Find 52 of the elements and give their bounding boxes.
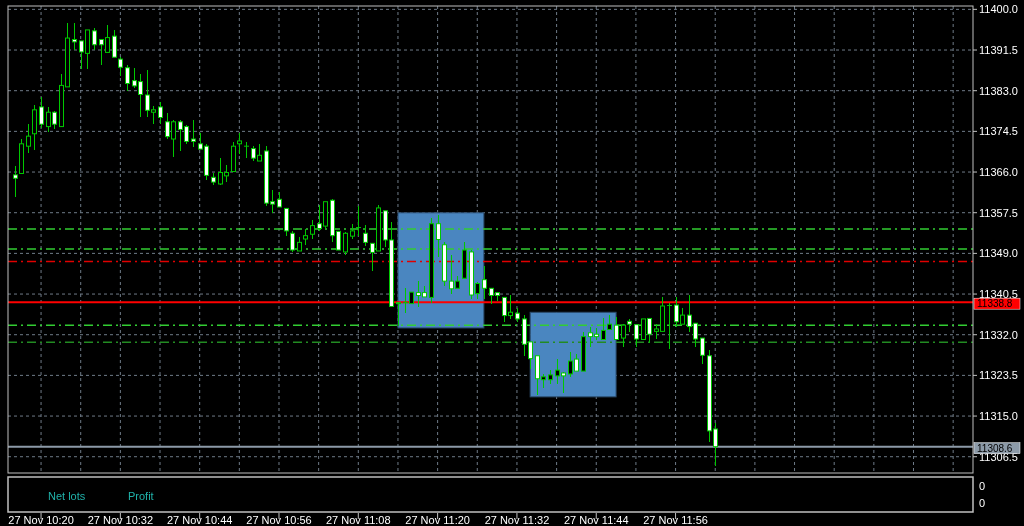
candlestick <box>237 132 242 155</box>
candlestick <box>39 96 44 129</box>
x-tick-label: 27 Nov 11:56 <box>643 514 708 526</box>
candlestick <box>290 230 295 253</box>
y-tick-label: 11349.0 <box>979 247 1018 260</box>
candlestick <box>343 231 348 256</box>
x-tick-label: 27 Nov 11:44 <box>563 514 629 526</box>
y-tick-label: 11366.0 <box>979 165 1018 178</box>
candlestick <box>601 317 606 340</box>
candlestick <box>13 165 18 198</box>
text: 0 <box>979 480 986 492</box>
candlestick <box>72 22 77 51</box>
candlestick <box>32 104 37 151</box>
x-tick-label: 27 Nov 10:44 <box>166 514 233 526</box>
x-tick-label: 27 Nov 10:56 <box>246 514 312 526</box>
candlestick <box>125 64 130 92</box>
candlestick <box>26 123 31 154</box>
candlestick <box>634 324 639 348</box>
candlestick <box>436 214 441 258</box>
y-tick-label: 11400.0 <box>979 3 1018 16</box>
text: Net lots <box>48 490 86 502</box>
y-tick-label: 11340.5 <box>979 287 1018 300</box>
candlestick <box>355 205 362 237</box>
candlestick <box>700 337 705 365</box>
candlestick <box>118 56 123 77</box>
y-tick-label: 11391.5 <box>979 43 1018 56</box>
candlestick <box>363 224 368 247</box>
text: 0 <box>979 497 986 509</box>
candlestick <box>396 302 401 327</box>
y-tick-label: 11332.0 <box>979 328 1018 341</box>
x-tick-label: 27 Nov 10:20 <box>8 514 74 526</box>
x-tick-label: 27 Nov 11:08 <box>326 514 391 526</box>
candlestick <box>112 29 117 58</box>
y-tick-label: 11315.0 <box>979 409 1018 422</box>
candlestick <box>310 219 315 240</box>
x-tick-label: 27 Nov 10:32 <box>87 514 154 526</box>
candlestick <box>666 302 673 350</box>
text: Profit <box>128 490 154 502</box>
y-tick-label: 11323.5 <box>979 369 1018 382</box>
candlestick <box>284 207 289 237</box>
y-tick-label: 11357.5 <box>979 206 1018 219</box>
x-tick-label: 27 Nov 11:20 <box>405 514 470 526</box>
y-tick-label: 11374.5 <box>979 125 1018 138</box>
candlestick <box>614 316 619 340</box>
x-tick-label: 27 Nov 11:32 <box>484 514 550 526</box>
candlestick <box>482 265 487 300</box>
candlestick <box>191 119 196 148</box>
ref-line-label: 11338.8 <box>977 298 1013 310</box>
candlestick <box>158 101 163 125</box>
y-tick-label: 11383.0 <box>979 84 1018 97</box>
candlestick <box>92 27 97 51</box>
candlestick <box>243 141 250 159</box>
